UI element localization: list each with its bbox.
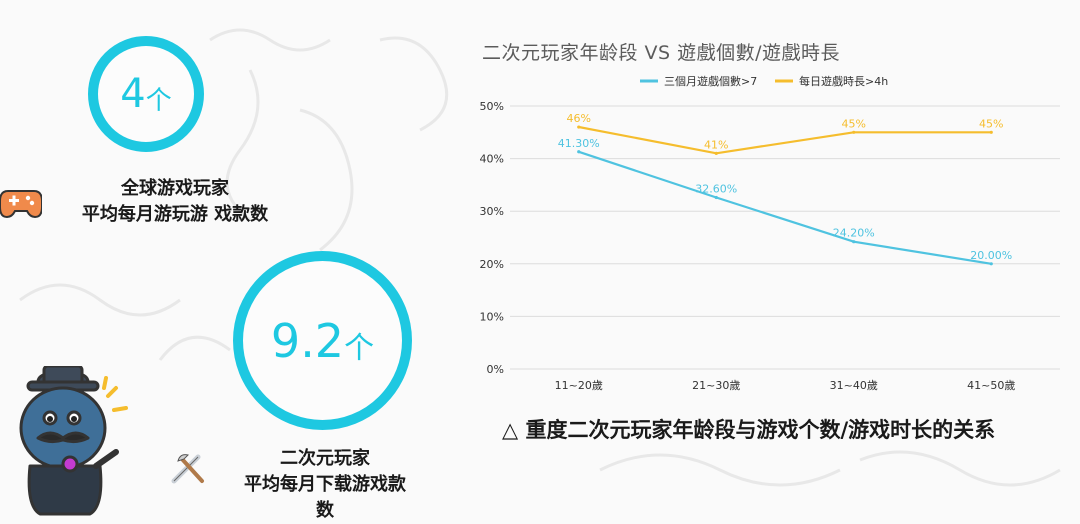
y-tick-label: 40%: [480, 153, 504, 166]
y-tick-label: 50%: [480, 100, 504, 113]
stat2-number: 9.2: [270, 313, 345, 368]
data-label: 45%: [842, 117, 866, 130]
legend-label: 三個月遊戲個數>7: [664, 74, 757, 88]
data-point: [989, 130, 993, 134]
x-tick-label: 41~50歲: [967, 378, 1015, 392]
data-point: [577, 125, 581, 129]
x-tick-label: 21~30歲: [692, 378, 740, 392]
mascot-icon: [19, 366, 128, 516]
stat2-line3: 数: [316, 500, 334, 521]
line-chart: 0% 10% 20% 30% 40% 50% 11~20歲 21~30歲 31~40歲 41~50…: [480, 74, 1060, 392]
stat2-label: 二次元玩家 平均每月下载游戏款 数: [205, 446, 445, 524]
data-point: [714, 195, 718, 200]
stat1-line2: 平均每月游玩游 戏款数: [81, 204, 269, 225]
gamepad-icon: [0, 190, 42, 219]
y-tick-label: 0%: [487, 363, 504, 376]
data-label: 41.30%: [558, 137, 600, 150]
stat1-line1: 全球游戏玩家: [121, 178, 229, 199]
chart-caption: △ 重度二次元玩家年龄段与游戏个数/游戏时长的关系: [502, 418, 996, 442]
data-point: [989, 262, 993, 266]
legend-label: 每日遊戲時長>4h: [799, 74, 888, 88]
stat2-line1: 二次元玩家: [280, 448, 370, 469]
y-tick-label: 30%: [480, 205, 504, 218]
data-point: [577, 150, 581, 154]
series-line: [578, 150, 992, 265]
stat2-circle: 9.2 个: [233, 251, 412, 430]
stat2-line2: 平均每月下载游戏款: [244, 474, 406, 495]
stat1-label: 全球游戏玩家 平均每月游玩游 戏款数: [45, 176, 305, 228]
data-label: 45%: [979, 117, 1003, 130]
tools-icon: [171, 454, 204, 484]
data-label: 24.20%: [833, 227, 875, 240]
data-label: 46%: [567, 112, 591, 125]
series-line: [578, 125, 992, 155]
data-label: 20.00%: [970, 249, 1012, 262]
y-tick-label: 10%: [480, 310, 504, 323]
stat1-number: 4: [120, 71, 146, 117]
stat1-unit: 个: [145, 85, 172, 116]
data-point: [714, 151, 718, 155]
x-tick-label: 11~20歲: [555, 378, 603, 392]
data-label: 41%: [704, 138, 728, 151]
data-point: [852, 130, 856, 134]
y-tick-label: 20%: [480, 258, 504, 271]
data-point: [852, 240, 856, 244]
chart-title: 二次元玩家年龄段 VS 遊戲個數/遊戲時長: [482, 42, 841, 64]
data-label: 32.60%: [695, 183, 737, 196]
x-tick-label: 31~40歲: [830, 378, 878, 392]
stat2-unit: 个: [344, 330, 375, 366]
